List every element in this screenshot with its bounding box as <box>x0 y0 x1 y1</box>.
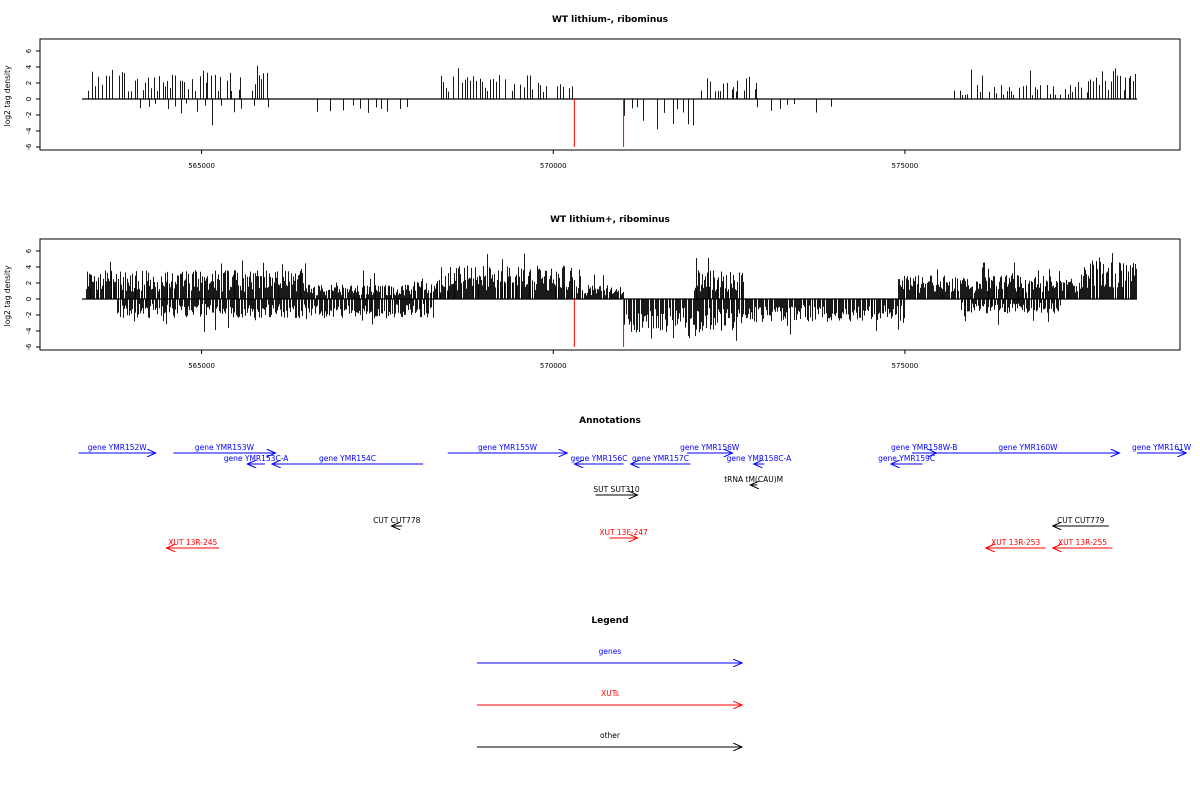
feature-label: SUT SUT310 <box>593 485 640 494</box>
feature-label: CUT CUT778 <box>373 516 421 525</box>
density-bars <box>88 65 1136 130</box>
annotation-feature: tRNA tM(CAU)M <box>724 475 783 485</box>
x-tick-label: 565000 <box>188 162 215 170</box>
y-tick-label: -6 <box>25 343 33 351</box>
feature-label: gene YMR153W <box>195 443 255 452</box>
annotation-feature: gene YMR157C <box>631 454 691 464</box>
annotation-feature: XUT 13R-255 <box>1053 538 1113 548</box>
annotation-feature: gene YMR153W <box>173 443 275 453</box>
x-axis: 565000 570000 575000 <box>188 150 918 170</box>
legend-items: genes XUTs other <box>477 647 742 747</box>
legend-label: XUTs <box>601 689 619 698</box>
feature-label: XUT 13R-253 <box>991 538 1040 547</box>
feature-label: gene YMR159C <box>878 454 935 463</box>
feature-label: gene YMR155W <box>478 443 538 452</box>
annotation-feature: XUT 13R-253 <box>986 538 1046 548</box>
y-tick-label: -2 <box>25 112 33 119</box>
feature-label: gene YMR154C <box>319 454 376 463</box>
legend-item: genes <box>477 647 742 663</box>
legend-label: other <box>600 731 621 740</box>
annotation-feature: SUT SUT310 <box>593 485 640 495</box>
feature-label: XUT 13F-247 <box>599 528 648 537</box>
x-axis: 565000 570000 575000 <box>188 350 918 370</box>
y-tick-label: -4 <box>25 127 33 135</box>
feature-label: tRNA tM(CAU)M <box>724 475 783 484</box>
x-tick-label: 570000 <box>540 162 567 170</box>
feature-label: gene YMR156W <box>680 443 740 452</box>
annotation-feature: gene YMR156C <box>570 454 627 464</box>
y-axis: 6 4 2 0 -2 -4 -6 <box>25 248 40 350</box>
plot-frame <box>39 238 1181 351</box>
annotation-feature: XUT 13R-245 <box>166 538 220 548</box>
legend-item: XUTs <box>477 689 742 705</box>
track-panel-lithium-plus: WT lithium+, ribominus log2 tag density … <box>3 215 1181 370</box>
marker-lines <box>573 299 625 347</box>
annotation-feature: gene YMR158C-A <box>727 454 792 464</box>
feature-label: XUT 13R-245 <box>168 538 217 547</box>
annotation-feature: gene YMR158W-B <box>891 443 957 453</box>
x-tick-label: 565000 <box>188 362 215 370</box>
annotation-feature: gene YMR156W <box>680 443 740 453</box>
y-axis-label: log2 tag density <box>3 65 12 126</box>
y-tick-label: 4 <box>25 64 33 69</box>
y-axis-label: log2 tag density <box>3 265 12 326</box>
y-tick-label: -4 <box>25 327 33 335</box>
track-title: WT lithium-, ribominus <box>552 15 668 25</box>
y-tick-label: 0 <box>25 97 33 101</box>
annotation-feature: gene YMR154C <box>272 454 424 464</box>
y-tick-label: 2 <box>25 281 33 285</box>
annotation-feature: gene YMR155W <box>447 443 568 453</box>
annotation-track: Annotations gene YMR152W gene YMR153W gene… <box>78 416 1192 548</box>
annotation-feature: CUT CUT779 <box>1053 516 1109 526</box>
plot-frame <box>39 38 1181 151</box>
feature-label: gene YMR158W-B <box>891 443 957 452</box>
legend-title: Legend <box>591 616 628 626</box>
track-panel-lithium-minus: WT lithium-, ribominus log2 tag density … <box>3 15 1181 170</box>
annotation-feature: XUT 13F-247 <box>599 528 648 538</box>
annotation-features: gene YMR152W gene YMR153W gene YMR155W gene… <box>78 443 1192 548</box>
legend-label: genes <box>599 647 622 656</box>
y-tick-label: -2 <box>25 312 33 319</box>
feature-label: CUT CUT779 <box>1057 516 1105 525</box>
feature-label: gene YMR152W <box>88 443 148 452</box>
annotation-feature: gene YMR152W <box>78 443 155 453</box>
annotation-feature: CUT CUT778 <box>373 516 421 526</box>
annotations-title: Annotations <box>579 416 641 426</box>
annotation-feature: gene YMR160W <box>936 443 1120 453</box>
y-tick-label: 0 <box>25 297 33 301</box>
x-tick-label: 575000 <box>892 362 919 370</box>
feature-label: gene YMR158C-A <box>727 454 792 463</box>
y-tick-label: 4 <box>25 264 33 269</box>
feature-label: gene YMR161W <box>1132 443 1192 452</box>
legend-item: other <box>477 731 742 747</box>
legend: Legend genes XUTs other <box>477 616 742 747</box>
track-title: WT lithium+, ribominus <box>550 215 670 225</box>
marker-lines <box>573 99 625 147</box>
y-tick-label: 2 <box>25 81 33 85</box>
annotation-feature: gene YMR153C-A <box>224 454 289 464</box>
y-tick-label: -6 <box>25 143 33 151</box>
feature-label: gene YMR160W <box>998 443 1058 452</box>
x-tick-label: 575000 <box>892 162 919 170</box>
annotation-feature: gene YMR159C <box>878 454 935 464</box>
y-tick-label: 6 <box>25 248 33 253</box>
y-tick-label: 6 <box>25 48 33 53</box>
y-axis: 6 4 2 0 -2 -4 -6 <box>25 48 40 150</box>
annotation-feature: gene YMR161W <box>1132 443 1192 453</box>
feature-label: gene YMR157C <box>632 454 689 463</box>
x-tick-label: 570000 <box>540 362 567 370</box>
feature-label: gene YMR153C-A <box>224 454 289 463</box>
density-bars <box>86 253 1137 341</box>
feature-label: gene YMR156C <box>570 454 627 463</box>
feature-label: XUT 13R-255 <box>1058 538 1107 547</box>
